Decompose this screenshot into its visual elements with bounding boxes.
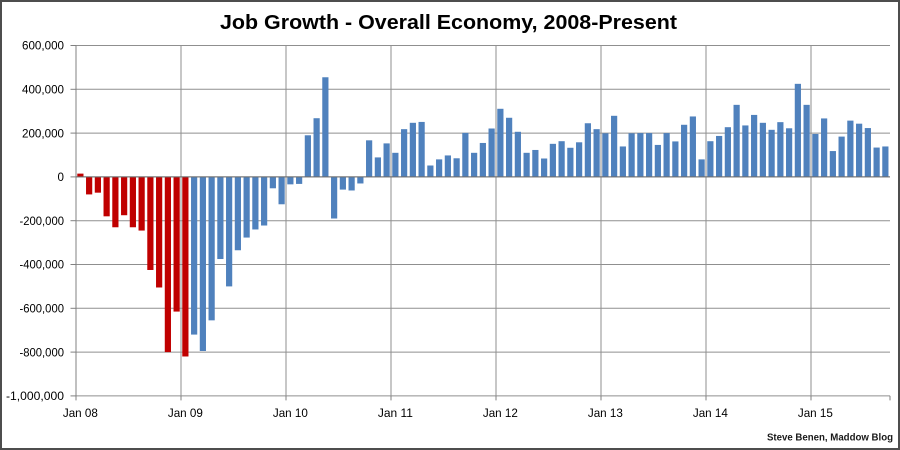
svg-text:200,000: 200,000 <box>22 127 64 140</box>
svg-text:Jan 13: Jan 13 <box>588 406 623 420</box>
svg-text:-400,000: -400,000 <box>20 259 65 272</box>
svg-text:Steve Benen, Maddow Blog: Steve Benen, Maddow Blog <box>767 433 893 444</box>
svg-text:-800,000: -800,000 <box>20 346 65 359</box>
svg-text:Jan 12: Jan 12 <box>483 406 518 420</box>
svg-text:Jan 11: Jan 11 <box>378 406 413 420</box>
svg-text:400,000: 400,000 <box>22 84 64 97</box>
svg-text:Jan 10: Jan 10 <box>273 406 308 420</box>
svg-text:0: 0 <box>58 171 64 184</box>
svg-text:-1,000,000: -1,000,000 <box>6 390 64 403</box>
svg-text:Jan 14: Jan 14 <box>693 406 728 420</box>
svg-text:Jan 09: Jan 09 <box>168 406 203 420</box>
svg-text:-200,000: -200,000 <box>20 215 65 228</box>
svg-text:-600,000: -600,000 <box>20 303 65 316</box>
svg-text:600,000: 600,000 <box>22 40 64 53</box>
svg-text:Jan 08: Jan 08 <box>63 406 98 420</box>
svg-text:Jan 15: Jan 15 <box>798 406 833 420</box>
svg-text:Job Growth - Overall Economy,: Job Growth - Overall Economy, 2008-Prese… <box>220 11 677 34</box>
